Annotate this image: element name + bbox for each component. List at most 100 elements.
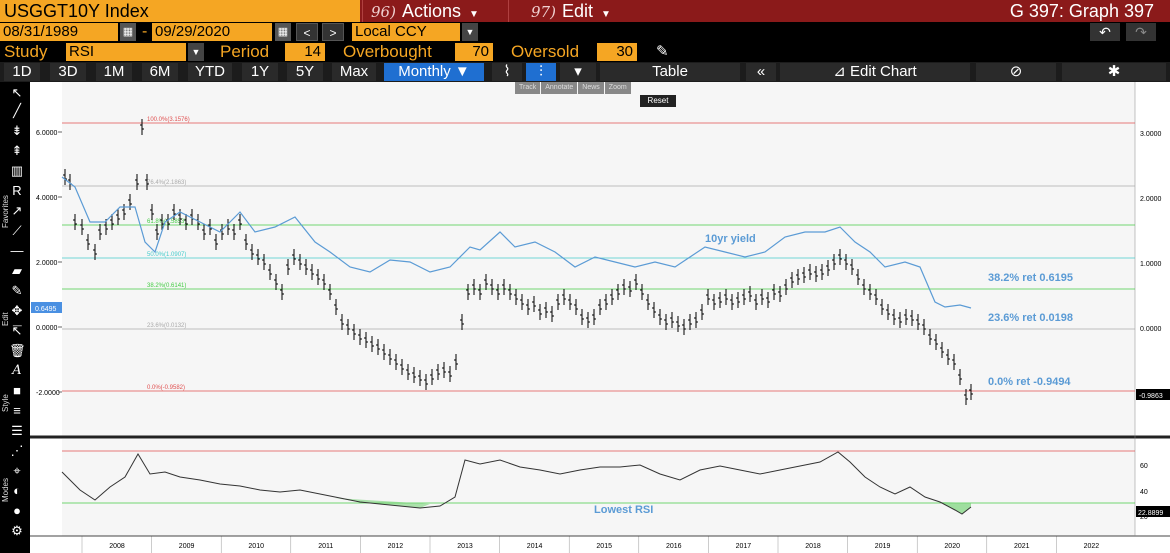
modes-label: Modes: [1, 477, 10, 502]
channel-icon[interactable]: ▥: [10, 163, 24, 178]
rsi-tick-label: 60: [1140, 463, 1148, 470]
prev-arrow-icon[interactable]: <: [296, 23, 318, 41]
bar-chart-icon[interactable]: ⫶: [526, 63, 556, 81]
annotate-button[interactable]: Annotate: [541, 82, 578, 94]
edit-menu[interactable]: 97) Edit ▼: [508, 0, 652, 22]
range-6m[interactable]: 6M: [142, 63, 178, 81]
ray-icon[interactable]: ⟋: [12, 223, 22, 238]
annotation-10yr: 10yr yield: [705, 233, 756, 245]
fib-label: 61.8%(1.5853): [147, 219, 186, 225]
range-ytd[interactable]: YTD: [188, 63, 232, 81]
range-1y[interactable]: 1Y: [242, 63, 278, 81]
undo-icon[interactable]: ↶: [1090, 23, 1120, 41]
zoom-button[interactable]: Zoom: [604, 82, 631, 94]
x-tick-label: 2010: [248, 543, 264, 550]
fib-label: 100.0%(3.1576): [147, 117, 190, 123]
palette-icon[interactable]: ●: [13, 503, 21, 518]
draw-tool-icon[interactable]: ⊘: [976, 63, 1056, 81]
fib-tool-icon[interactable]: ⇟: [11, 123, 23, 138]
range-max[interactable]: Max: [332, 63, 376, 81]
retracement-icon[interactable]: R: [12, 183, 22, 198]
edit-chart-button[interactable]: ⊿ Edit Chart: [780, 63, 970, 81]
annotation-0: 0.0% ret -0.9494: [988, 376, 1071, 388]
start-date-field[interactable]: 08/31/1989: [0, 23, 118, 41]
color-icon[interactable]: ■: [13, 383, 21, 398]
news-button[interactable]: News: [578, 82, 604, 94]
chevron-down-icon[interactable]: ▼: [462, 23, 478, 41]
line-chart-icon[interactable]: ⌇: [492, 63, 522, 81]
cursor-icon[interactable]: ↖: [11, 85, 23, 100]
overbought-input[interactable]: 70: [455, 43, 493, 61]
move-icon[interactable]: ✥: [11, 303, 23, 318]
chart-area[interactable]: 2008 2009 2010 2011 2012 2013 2014 2015 2016 2017…: [0, 82, 1170, 553]
period-label: Period: [220, 42, 270, 61]
pen-icon[interactable]: ✎: [11, 283, 23, 298]
text-icon[interactable]: A: [12, 363, 22, 378]
ticker-field[interactable]: USGGT10Y Index: [0, 0, 360, 22]
end-date-field[interactable]: 09/29/2020: [152, 23, 272, 41]
overbought-label: Overbought: [343, 42, 432, 61]
table-button[interactable]: Table: [600, 63, 740, 81]
pencil-icon[interactable]: ✎: [656, 43, 669, 60]
actions-label: Actions: [401, 1, 461, 21]
trend-icon[interactable]: ↗: [11, 203, 23, 218]
gear-icon[interactable]: ⚙: [11, 523, 23, 538]
line-style-icon[interactable]: ≡: [13, 403, 21, 418]
magnet-icon[interactable]: ◐: [13, 483, 21, 498]
fib-label: 23.6%(0.0132): [147, 323, 186, 329]
chart-icon: ⊿: [833, 63, 851, 80]
redo-icon[interactable]: ↷: [1126, 23, 1156, 41]
chevron-down-icon: ▼: [600, 9, 611, 20]
currency-select[interactable]: Local CCY: [352, 23, 460, 41]
calendar-icon[interactable]: ▦: [120, 23, 136, 41]
crosshair-icon[interactable]: ⌖: [13, 463, 21, 478]
last-value-tag: [31, 302, 62, 313]
range-1d[interactable]: 1D: [4, 63, 40, 81]
track-button[interactable]: Track: [515, 82, 541, 94]
title-bar: USGGT10Y Index 96) Actions ▼ 97) Edit ▼ G 39…: [0, 0, 1170, 22]
calendar-icon[interactable]: ▦: [275, 23, 291, 41]
edit-side-label: Edit: [1, 312, 10, 326]
select-icon[interactable]: ↸: [11, 323, 23, 338]
chevron-down-icon[interactable]: ▼: [188, 43, 204, 61]
study-select[interactable]: RSI: [66, 43, 186, 61]
last-value-right: -0.9863: [1139, 393, 1163, 400]
oversold-input[interactable]: 30: [597, 43, 637, 61]
reset-button[interactable]: Reset: [640, 95, 676, 107]
frequency-select[interactable]: Monthly ▼: [384, 63, 484, 81]
oversold-label: Oversold: [511, 42, 580, 61]
date-separator: -: [142, 23, 148, 40]
dotted-icon[interactable]: ⋰: [10, 443, 24, 458]
hline-icon[interactable]: —: [10, 243, 24, 258]
last-value-tag: [1136, 389, 1170, 400]
x-tick-label: 2020: [944, 543, 960, 550]
rsi-tick-label: 20: [1140, 514, 1148, 521]
rsi-last-tag: [1136, 506, 1170, 517]
trash-icon[interactable]: 🗑: [9, 343, 26, 358]
period-input[interactable]: 14: [285, 43, 325, 61]
fib-extension-icon[interactable]: ⇞: [11, 143, 23, 158]
frequency-label: Monthly: [398, 63, 451, 80]
actions-menu[interactable]: 96) Actions ▼: [362, 0, 506, 22]
price-chart[interactable]: 2008 2009 2010 2011 2012 2013 2014 2015 2016 2017…: [0, 82, 1170, 553]
chevron-down-icon: ▼: [468, 9, 479, 20]
right-tick-label: 1.0000: [1140, 261, 1162, 268]
next-arrow-icon[interactable]: >: [322, 23, 344, 41]
line-tool-icon[interactable]: ╱: [13, 103, 21, 118]
left-tick-label: 4.0000: [36, 195, 58, 202]
fib-label: 76.4%(2.1863): [147, 180, 186, 186]
collapse-icon[interactable]: «: [746, 63, 776, 81]
edit-chart-label: Edit Chart: [850, 63, 917, 80]
line-weight-icon[interactable]: ☰: [11, 423, 23, 438]
range-3d[interactable]: 3D: [50, 63, 86, 81]
settings-icon[interactable]: ✱: [1062, 63, 1166, 81]
chevron-down-icon[interactable]: ▾: [560, 63, 596, 81]
fib-label: 50.0%(1.0907): [147, 252, 186, 258]
range-5y[interactable]: 5Y: [287, 63, 323, 81]
range-1m[interactable]: 1M: [96, 63, 132, 81]
favorites-label: Favorites: [1, 195, 10, 228]
annotation-lowest-rsi: Lowest RSI: [594, 504, 653, 516]
x-tick-label: 2015: [596, 543, 612, 550]
band-icon[interactable]: ▰: [12, 263, 22, 278]
rsi-tick-label: 40: [1140, 489, 1148, 496]
